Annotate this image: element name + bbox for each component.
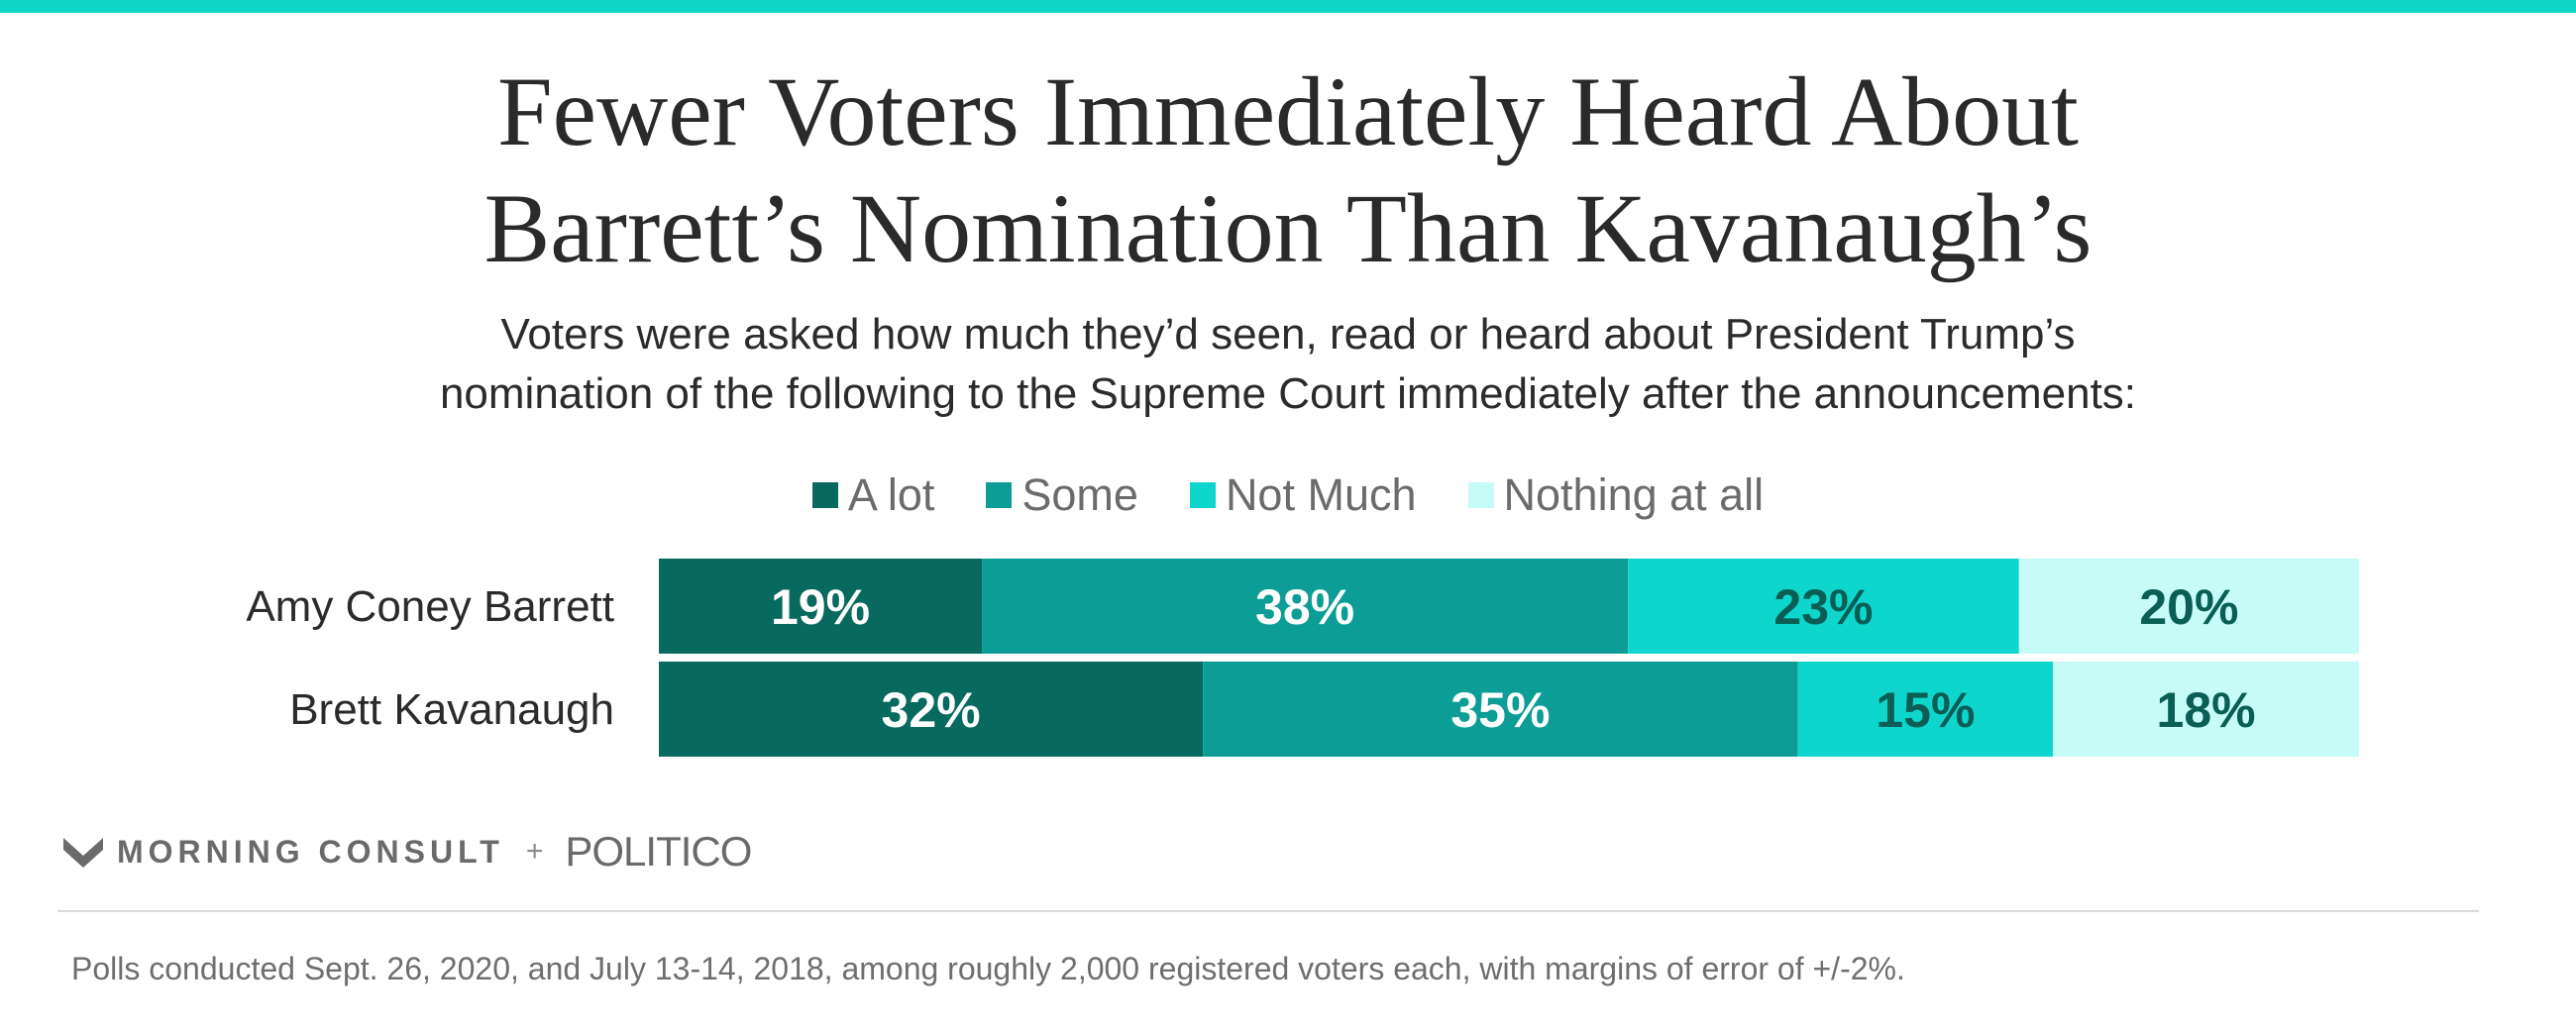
bar-amy-coney-barrett-nothing-at-all: [2018, 559, 2359, 654]
category-label-amy-coney-barrett: Amy Coney Barrett: [246, 582, 614, 631]
legend-label-some: Some: [1021, 469, 1138, 520]
chart-legend: A lot Some Not Much Nothing at all: [0, 465, 2576, 525]
data-label-brett-kavanaugh-not-much: 15%: [1876, 682, 1975, 738]
bar-brett-kavanaugh-not-much: [1797, 662, 2054, 757]
chart-subtitle: Voters were asked how much they’d seen, …: [0, 305, 2576, 424]
legend-swatch-a-lot: [811, 482, 838, 508]
footnote: Polls conducted Sept. 26, 2020, and July…: [71, 951, 1905, 986]
chart-subtitle-line-2: nomination of the following to the Supre…: [439, 369, 2137, 418]
legend-swatch-nothing-at-all: [1467, 482, 1494, 508]
legend-item-some: Some: [986, 469, 1138, 521]
legend-label-a-lot: A lot: [847, 469, 935, 520]
morning-consult-wordmark: MORNING CONSULT: [117, 833, 504, 870]
bar-amy-coney-barrett-some: [982, 559, 1629, 654]
legend-item-a-lot: A lot: [811, 469, 935, 521]
bar-brett-kavanaugh-nothing-at-all: [2053, 662, 2359, 757]
legend-item-nothing-at-all: Nothing at all: [1467, 469, 1765, 521]
data-label-amy-coney-barrett-nothing-at-all: 20%: [2139, 579, 2238, 635]
top-accent-bar: [0, 0, 2576, 13]
morning-consult-logo-icon: [63, 838, 103, 868]
chart-title-line-1: Fewer Voters Immediately Heard About: [497, 56, 2079, 166]
data-label-brett-kavanaugh-a-lot: 32%: [882, 682, 981, 738]
data-label-amy-coney-barrett-a-lot: 19%: [771, 579, 870, 635]
politico-wordmark: POLITICO: [565, 828, 752, 875]
chart-title-line-2: Barrett’s Nomination Than Kavanaugh’s: [483, 173, 2093, 283]
legend-swatch-not-much: [1189, 482, 1216, 508]
legend-label-nothing-at-all: Nothing at all: [1503, 469, 1765, 520]
data-label-brett-kavanaugh-some: 35%: [1450, 682, 1550, 738]
bar-brett-kavanaugh-some: [1203, 662, 1798, 757]
legend-item-not-much: Not Much: [1189, 469, 1417, 521]
legend-label-not-much: Not Much: [1225, 469, 1417, 520]
brand-plus: +: [525, 835, 544, 868]
data-label-amy-coney-barrett-not-much: 23%: [1773, 579, 1873, 635]
bar-brett-kavanaugh-a-lot: [659, 662, 1204, 757]
data-label-brett-kavanaugh-nothing-at-all: 18%: [2157, 682, 2256, 738]
category-label-brett-kavanaugh: Brett Kavanaugh: [289, 685, 614, 734]
footer-divider: [57, 910, 2479, 912]
data-label-amy-coney-barrett-some: 38%: [1255, 579, 1354, 635]
legend-swatch-some: [986, 482, 1013, 508]
bar-amy-coney-barrett-not-much: [1628, 559, 2019, 654]
branding: MORNING CONSULT + POLITICO: [63, 827, 752, 876]
bar-amy-coney-barrett-a-lot: [659, 559, 983, 654]
chart-subtitle-line-1: Voters were asked how much they’d seen, …: [500, 310, 2076, 359]
stacked-bar-chart: Amy Coney Barrett 19% 38% 23% 20% Brett Kavan…: [246, 559, 2359, 757]
chart-title: Fewer Voters Immediately Heard About Bar…: [0, 53, 2576, 287]
